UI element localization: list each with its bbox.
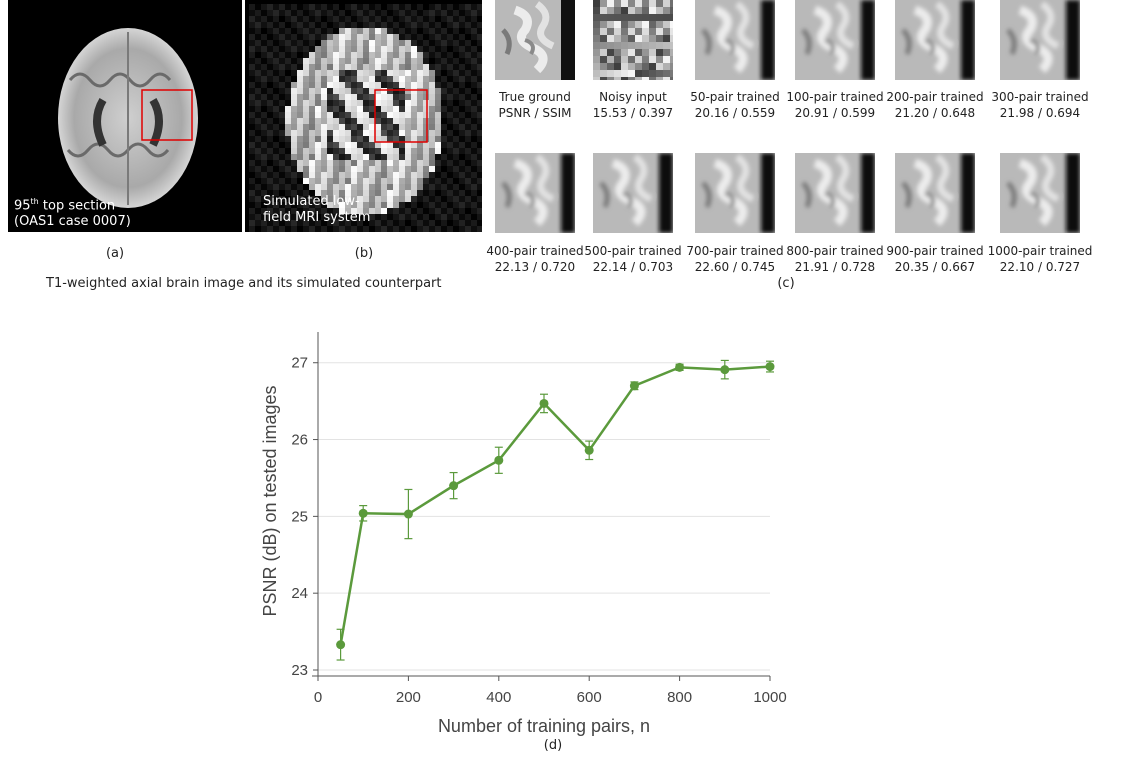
series-line <box>339 365 771 645</box>
x-tick-label: 400 <box>486 689 511 706</box>
y-tick-label: 23 <box>291 662 308 679</box>
x-tick-label: 0 <box>314 689 322 706</box>
thumbnail-label-row2-0: 400-pair trained 22.13 / 0.720 <box>480 243 590 275</box>
data-point <box>403 509 413 519</box>
panel-b-overlay: Simulated low- field MRI system <box>263 194 370 226</box>
thumbnail-title: 300-pair trained <box>991 90 1089 104</box>
thumbnail-metric: 20.91 / 0.599 <box>794 106 876 120</box>
panel-a-label: (a) <box>105 246 125 261</box>
ab-caption: T1-weighted axial brain image and its si… <box>46 276 442 291</box>
x-tick-label: 200 <box>396 689 421 706</box>
thumbnail-row1-0 <box>495 0 575 80</box>
panel-b-label: (b) <box>354 246 374 261</box>
thumbnail-metric: 21.98 / 0.694 <box>999 106 1081 120</box>
thumbnail-title: 900-pair trained <box>886 244 984 258</box>
roi-box <box>141 89 193 141</box>
section-ordinal: th <box>30 197 39 206</box>
section-text: top section <box>38 198 116 214</box>
thumbnail-label-row2-5: 1000-pair trained 22.10 / 0.727 <box>985 243 1095 275</box>
thumbnail-title: 50-pair trained <box>690 90 780 104</box>
thumbnail-row1-5 <box>1000 0 1080 80</box>
data-point <box>539 398 549 408</box>
y-axis-label: PSNR (dB) on tested images <box>260 385 280 616</box>
x-tick-label: 600 <box>577 689 602 706</box>
thumbnail-label-row1-5: 300-pair trained 21.98 / 0.694 <box>985 89 1095 121</box>
thumbnail-row2-3 <box>795 153 875 233</box>
thumbnail-metric: 15.53 / 0.397 <box>592 106 674 120</box>
thumbnail-title: 100-pair trained <box>786 90 884 104</box>
x-axis-label: Number of training pairs, n <box>438 716 650 736</box>
thumbnail-label-row1-2: 50-pair trained 20.16 / 0.559 <box>680 89 790 121</box>
data-point <box>494 455 504 465</box>
data-point <box>449 481 459 491</box>
thumbnail-metric: 20.16 / 0.559 <box>694 106 776 120</box>
data-point <box>584 445 594 455</box>
panel-a-overlay: 95th top section (OAS1 case 0007) <box>14 194 131 230</box>
panel-c-label: (c) <box>777 276 795 291</box>
thumbnail-metric: 22.14 / 0.703 <box>592 260 674 274</box>
thumbnail-label-row2-3: 800-pair trained 21.91 / 0.728 <box>780 243 890 275</box>
thumbnail-title: 1000-pair trained <box>987 244 1093 258</box>
data-point <box>629 381 639 391</box>
thumbnail-row2-4 <box>895 153 975 233</box>
data-point <box>358 508 368 518</box>
psnr-line-chart: 23 24 25 26 27 0 200 400 600 800 1000 Number of tra… <box>260 332 787 736</box>
thumbnail-metric: 20.35 / 0.667 <box>894 260 976 274</box>
data-point <box>675 362 685 372</box>
thumbnail-label-row1-4: 200-pair trained 21.20 / 0.648 <box>880 89 990 121</box>
thumbnail-title: 400-pair trained <box>486 244 584 258</box>
thumbnail-title: 200-pair trained <box>886 90 984 104</box>
section-number: 95 <box>14 198 31 214</box>
thumbnail-metric: 22.13 / 0.720 <box>494 260 576 274</box>
thumbnail-label-row2-2: 700-pair trained 22.60 / 0.745 <box>680 243 790 275</box>
thumbnail-metric: 22.10 / 0.727 <box>999 260 1081 274</box>
thumbnail-title: Noisy input <box>599 90 667 104</box>
simulated-line1: Simulated low- <box>263 194 360 209</box>
thumbnail-metric: PSNR / SSIM <box>498 106 572 120</box>
thumbnail-title: 500-pair trained <box>584 244 682 258</box>
y-tick-label: 25 <box>291 508 308 525</box>
case-id: (OAS1 case 0007) <box>14 214 131 230</box>
roi-box-b <box>374 89 428 143</box>
brain-slice-illustration <box>58 28 198 208</box>
x-tick-label: 800 <box>667 689 692 706</box>
thumbnail-metric: 22.60 / 0.745 <box>694 260 776 274</box>
thumbnail-row2-5 <box>1000 153 1080 233</box>
thumbnail-row2-2 <box>695 153 775 233</box>
thumbnail-label-row1-3: 100-pair trained 20.91 / 0.599 <box>780 89 890 121</box>
noisy-brain-illustration <box>245 0 482 232</box>
simulated-line2: field MRI system <box>263 210 371 225</box>
thumbnail-title: 700-pair trained <box>686 244 784 258</box>
data-point <box>720 365 730 375</box>
thumbnail-label-row1-1: Noisy input 15.53 / 0.397 <box>578 89 688 121</box>
thumbnail-title: 800-pair trained <box>786 244 884 258</box>
data-point <box>336 640 346 650</box>
thumbnail-metric: 21.91 / 0.728 <box>794 260 876 274</box>
x-tick-label: 1000 <box>753 689 786 706</box>
thumbnail-row1-4 <box>895 0 975 80</box>
thumbnail-label-row2-1: 500-pair trained 22.14 / 0.703 <box>578 243 688 275</box>
panel-b-simulated-image: Simulated low- field MRI system <box>245 0 482 232</box>
thumbnail-label-row2-4: 900-pair trained 20.35 / 0.667 <box>880 243 990 275</box>
thumbnail-title: True ground <box>499 90 571 104</box>
thumbnail-row1-2 <box>695 0 775 80</box>
thumbnail-label-row1-0: True ground PSNR / SSIM <box>480 89 590 121</box>
panel-a-brain-image: 95th top section (OAS1 case 0007) <box>8 0 242 232</box>
thumbnail-metric: 21.20 / 0.648 <box>894 106 976 120</box>
y-tick-label: 27 <box>291 355 308 372</box>
thumbnail-row2-1 <box>593 153 673 233</box>
thumbnail-row1-3 <box>795 0 875 80</box>
y-tick-label: 24 <box>291 585 308 602</box>
thumbnail-row2-0 <box>495 153 575 233</box>
panel-d-label: (d) <box>543 738 563 753</box>
data-point <box>765 362 775 372</box>
thumbnail-row1-1 <box>593 0 673 80</box>
y-tick-label: 26 <box>291 432 308 449</box>
